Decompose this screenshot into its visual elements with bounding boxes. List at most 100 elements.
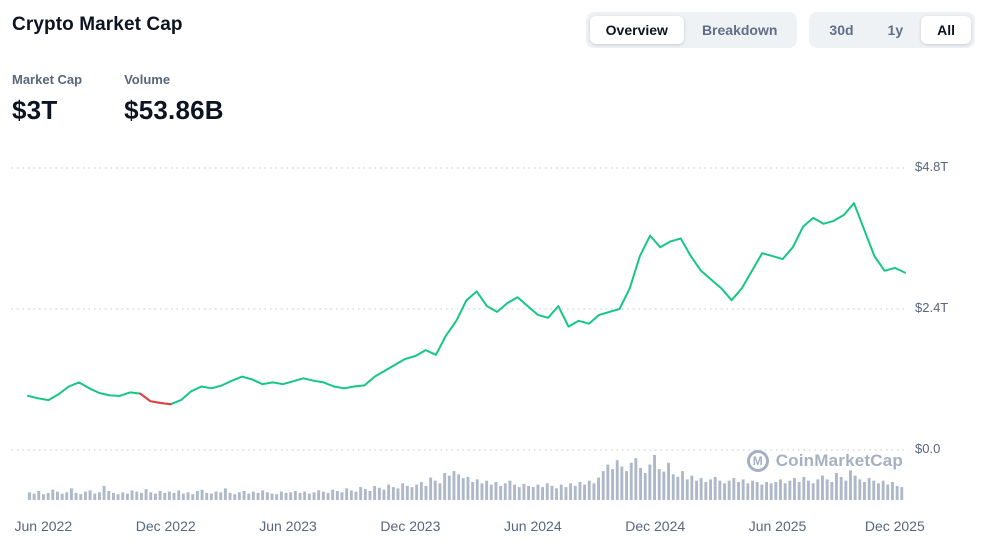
- volume-bar: [112, 492, 115, 500]
- volume-bar: [643, 473, 647, 500]
- volume-bar: [42, 494, 45, 500]
- volume-bar: [783, 483, 787, 500]
- volume-bar: [214, 491, 218, 500]
- volume-bar: [354, 491, 358, 500]
- volume-bar: [79, 494, 83, 500]
- volume-bar: [51, 489, 55, 500]
- volume-bar: [419, 482, 423, 500]
- market-cap-label: Market Cap: [12, 72, 83, 87]
- volume-bar: [653, 455, 656, 500]
- volume-bar: [844, 480, 848, 500]
- volume-bar: [223, 488, 227, 500]
- volume-bar: [84, 491, 87, 500]
- volume-bar: [32, 493, 36, 500]
- volume-bar: [410, 487, 414, 500]
- volume-bar: [727, 480, 731, 500]
- volume-bar: [695, 480, 698, 500]
- volume-bar: [737, 482, 740, 500]
- volume-bar: [102, 485, 106, 500]
- range-30d-button[interactable]: 30d: [813, 16, 869, 44]
- volume-bar: [662, 471, 666, 500]
- volume-bar: [746, 483, 750, 500]
- volume-bar: [830, 482, 834, 500]
- volume-bar: [765, 482, 768, 500]
- volume-bar: [718, 480, 722, 500]
- volume-bar: [550, 485, 554, 500]
- volume-bar: [531, 487, 535, 500]
- volume-bar: [494, 482, 498, 500]
- volume-bar: [144, 489, 148, 500]
- volume-bar: [195, 491, 199, 500]
- volume-bar: [657, 469, 661, 500]
- volume-value: $53.86B: [124, 95, 224, 125]
- volume-bar: [186, 492, 190, 500]
- volume-bar: [228, 492, 232, 500]
- volume-bar: [611, 469, 614, 500]
- volume-bar: [751, 480, 754, 500]
- volume-bar: [345, 488, 349, 500]
- volume-bar: [37, 491, 41, 500]
- page-title: Crypto Market Cap: [12, 14, 183, 35]
- view-toggle: Overview Breakdown: [585, 12, 798, 48]
- volume-bar: [65, 492, 69, 500]
- volume-bar: [821, 475, 824, 500]
- volume-bar: [508, 480, 512, 500]
- volume-bar: [741, 479, 745, 500]
- volume-bar: [331, 489, 335, 500]
- volume-bar: [755, 482, 759, 500]
- volume-bar: [284, 492, 288, 500]
- volume-bar: [881, 480, 885, 500]
- volume-bar: [317, 490, 321, 500]
- volume-bar: [303, 491, 307, 500]
- volume-bar: [70, 488, 73, 500]
- volume-bar: [475, 479, 479, 500]
- volume-bar: [513, 484, 516, 500]
- range-toggle: 30d 1y All: [809, 12, 975, 48]
- tab-breakdown[interactable]: Breakdown: [686, 16, 793, 44]
- volume-bar: [219, 492, 223, 500]
- volume-bar: [723, 483, 726, 500]
- volume-bar: [140, 492, 143, 500]
- volume-bar: [835, 473, 838, 500]
- chart-area[interactable]: $4.8T $2.4T $0.0 Jun 2022 Dec 2022 Jun 2023 D…: [0, 140, 987, 541]
- volume-bar: [704, 482, 708, 500]
- volume-bar: [98, 492, 101, 500]
- volume-bar: [107, 491, 111, 500]
- market-cap-value: $3T: [12, 95, 58, 125]
- volume-stat[interactable]: Volume $53.86B: [124, 72, 224, 126]
- volume-bar: [461, 478, 465, 500]
- tab-overview[interactable]: Overview: [589, 16, 684, 44]
- volume-bar: [587, 480, 591, 500]
- volume-bar: [359, 487, 363, 500]
- volume-bar: [536, 484, 540, 500]
- volume-bar: [606, 464, 610, 500]
- volume-bar: [158, 491, 162, 500]
- market-cap-volume-chart[interactable]: [0, 140, 987, 541]
- volume-bar: [671, 474, 675, 500]
- volume-bar: [555, 488, 558, 500]
- range-all-button[interactable]: All: [921, 16, 971, 44]
- volume-bar: [154, 493, 157, 500]
- volume-bar: [629, 462, 633, 500]
- volume-bar: [466, 476, 470, 500]
- range-1y-button[interactable]: 1y: [872, 16, 920, 44]
- volume-bar: [349, 490, 353, 500]
- volume-bar: [471, 482, 475, 500]
- volume-bar: [480, 483, 484, 500]
- volume-bar: [261, 490, 265, 500]
- volume-bar: [270, 493, 274, 500]
- volume-bar: [559, 484, 563, 500]
- volume-bar: [639, 467, 642, 500]
- volume-bar: [433, 480, 437, 500]
- volume-bar: [583, 484, 586, 500]
- volume-bar: [298, 492, 302, 500]
- volume-bar: [233, 494, 237, 500]
- market-cap-stat[interactable]: Market Cap $3T: [12, 72, 82, 126]
- volume-bar: [205, 492, 209, 500]
- volume-bar: [788, 480, 792, 500]
- volume-bar: [405, 485, 409, 500]
- volume-bar: [681, 471, 684, 500]
- chart-controls: Overview Breakdown 30d 1y All: [585, 12, 975, 48]
- volume-bar: [363, 489, 367, 500]
